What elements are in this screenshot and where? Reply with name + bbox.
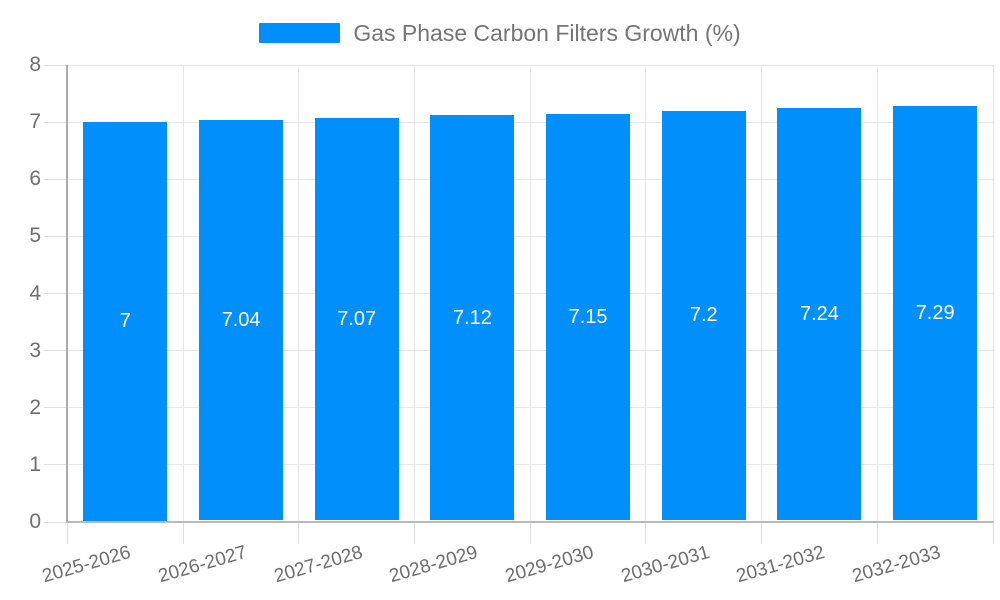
x-tick <box>67 522 68 544</box>
y-tick <box>44 293 68 294</box>
x-tick <box>182 522 184 544</box>
x-axis-label: 2027-2028 <box>271 541 365 588</box>
y-tick <box>44 521 68 523</box>
bar-value-label: 7 <box>119 310 131 333</box>
y-axis-label: 3 <box>29 338 41 362</box>
bar-value-label: 7.29 <box>915 301 955 324</box>
x-gridline <box>992 65 994 522</box>
y-axis-label: 5 <box>29 224 41 248</box>
x-axis-label: 2026-2027 <box>155 541 250 588</box>
y-tick <box>44 121 68 123</box>
x-tick <box>876 522 878 544</box>
x-axis-label: 2031-2032 <box>734 541 828 588</box>
x-tick <box>529 522 531 544</box>
bar[interactable] <box>83 122 168 521</box>
y-tick <box>44 464 68 466</box>
y-axis-label: 4 <box>29 281 41 305</box>
x-gridline <box>876 65 878 522</box>
y-tick <box>44 64 68 66</box>
y-axis-label: 7 <box>29 110 41 134</box>
legend-item[interactable]: Gas Phase Carbon Filters Growth (%) <box>0 20 1000 46</box>
x-axis-label: 2032-2033 <box>850 541 944 588</box>
bar[interactable] <box>546 113 631 521</box>
y-axis-label: 2 <box>29 395 41 419</box>
x-gridline <box>645 65 647 522</box>
bar-value-label: 7.24 <box>800 303 839 326</box>
bar-value-label: 7.12 <box>452 306 492 329</box>
x-axis-label: 2028-2029 <box>387 541 481 588</box>
x-axis-label: 2029-2030 <box>503 541 597 588</box>
bar[interactable] <box>661 110 746 521</box>
bar[interactable] <box>314 118 399 521</box>
x-axis-label: 2030-2031 <box>618 541 712 588</box>
y-tick <box>44 235 68 237</box>
x-gridline <box>414 65 416 522</box>
x-gridline <box>761 65 763 522</box>
y-axis-label: 1 <box>29 452 41 476</box>
bar[interactable] <box>430 115 515 521</box>
y-axis-line <box>66 65 68 522</box>
y-tick <box>44 407 68 409</box>
x-gridline <box>298 65 300 522</box>
bar-value-label: 7.07 <box>337 308 377 331</box>
x-gridline <box>529 65 531 522</box>
legend-swatch <box>259 23 341 43</box>
x-axis-label: 2025-2026 <box>40 541 134 588</box>
x-tick <box>414 522 416 544</box>
bar[interactable] <box>777 108 862 521</box>
x-tick <box>298 522 300 544</box>
bar-value-label: 7.2 <box>689 304 718 327</box>
x-axis-line <box>66 520 994 523</box>
x-tick <box>992 522 994 544</box>
x-tick <box>645 522 647 544</box>
bar-value-label: 7.15 <box>568 305 608 328</box>
y-tick <box>44 178 68 180</box>
y-tick <box>44 350 68 352</box>
bar[interactable] <box>893 105 978 521</box>
y-axis-label: 6 <box>29 167 41 191</box>
x-gridline <box>182 65 184 522</box>
y-axis-label: 0 <box>29 510 41 533</box>
bar[interactable] <box>199 119 284 521</box>
legend-label: Gas Phase Carbon Filters Growth (%) <box>353 20 741 46</box>
y-axis-label: 8 <box>29 53 41 76</box>
x-tick <box>761 522 763 544</box>
bar-value-label: 7.04 <box>221 308 261 331</box>
